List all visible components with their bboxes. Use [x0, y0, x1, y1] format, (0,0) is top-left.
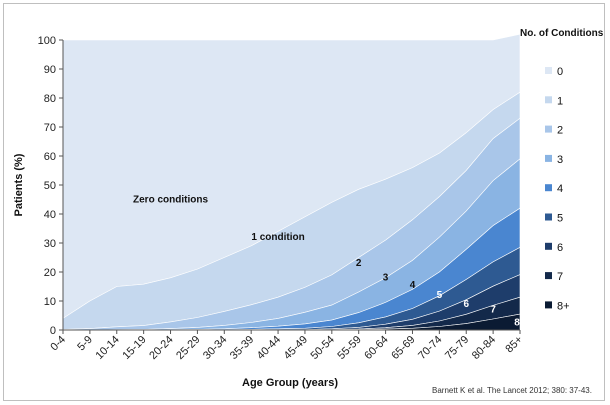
x-tick-label: 45-49: [282, 334, 310, 362]
x-tick-label: 20-24: [147, 334, 175, 362]
legend-entry: 5: [557, 213, 563, 225]
annotation-label: 5: [437, 290, 443, 301]
x-tick-label: 70-74: [416, 334, 444, 362]
legend-entry: 1: [557, 95, 563, 107]
legend-title: No. of Conditions: [520, 28, 604, 39]
annotation-label: 4: [410, 280, 416, 291]
annotation-label: 7: [490, 305, 496, 316]
legend-entry: 3: [557, 154, 563, 166]
annotation-label: 6: [463, 299, 469, 310]
annotation-label: 2: [356, 258, 362, 269]
legend-swatch: [545, 125, 552, 133]
x-tick-label: 60-64: [362, 334, 390, 362]
y-tick-label: 100: [38, 35, 56, 47]
y-tick-label: 10: [44, 296, 56, 308]
x-tick-label: 10-14: [94, 334, 122, 362]
x-tick-label: 30-34: [201, 334, 229, 362]
legend-entry: 4: [557, 183, 563, 195]
x-axis-title: Age Group (years): [242, 377, 338, 389]
y-tick-label: 30: [44, 238, 56, 250]
legend-entry: 6: [557, 242, 563, 254]
y-axis-title: Patients (%): [13, 153, 25, 216]
x-tick-label: 75-79: [443, 334, 471, 362]
x-tick-label: 15-19: [120, 334, 148, 362]
annotation-label: 8+: [514, 318, 526, 329]
y-tick-labels: 0 10 20 30 40 50 60 70 80 90 100: [38, 35, 63, 337]
legend: No. of Conditions 0 1 2 3 4 5 6 7 8+: [520, 28, 604, 312]
legend-swatch: [545, 272, 552, 280]
y-tick-label: 50: [44, 180, 56, 192]
x-tick-label: 25-29: [174, 334, 202, 362]
y-tick-label: 40: [44, 209, 56, 221]
chart-frame: [3, 3, 605, 401]
annotation-label: 1 condition: [251, 232, 304, 243]
x-tick-label: 55-59: [335, 334, 363, 362]
x-tick-label: 65-69: [389, 334, 417, 362]
legend-entry: 7: [557, 271, 563, 283]
legend-entry: 0: [557, 66, 563, 78]
series-areas: [62, 33, 521, 331]
x-tick-label: 5-9: [75, 334, 95, 354]
x-tick-labels: 0-4 5-910-1415-1920-2425-2930-3435-3940-4…: [48, 330, 525, 362]
legend-swatch: [545, 154, 552, 162]
y-tick-label: 90: [44, 64, 56, 76]
y-tick-label: 20: [44, 267, 56, 279]
y-tick-label: 80: [44, 93, 56, 105]
legend-entry: 8+: [557, 300, 570, 312]
y-tick-label: 60: [44, 151, 56, 163]
annotation-label: Zero conditions: [133, 194, 208, 205]
legend-swatch: [545, 67, 552, 74]
y-tick-label: 70: [44, 122, 56, 134]
legend-swatch: [545, 213, 552, 221]
legend-entry: 2: [557, 125, 563, 137]
x-tick-label: 80-84: [470, 334, 498, 362]
source-credit: Barnett K et al. The Lancet 2012; 380: 3…: [432, 386, 592, 395]
annotation-label: 3: [383, 273, 389, 284]
legend-swatch: [545, 96, 552, 104]
legend-swatch: [545, 184, 552, 192]
x-tick-label: 35-39: [228, 334, 256, 362]
x-tick-label: 40-44: [255, 334, 283, 362]
x-tick-label: 85+: [503, 334, 525, 356]
legend-swatch: [545, 242, 552, 250]
y-tick-label: 0: [50, 325, 56, 337]
annotations: Zero conditions 1 condition 2 3 4 5 6 7 8+: [133, 194, 526, 328]
legend-swatch: [545, 301, 552, 309]
x-tick-label: 50-54: [309, 334, 337, 362]
